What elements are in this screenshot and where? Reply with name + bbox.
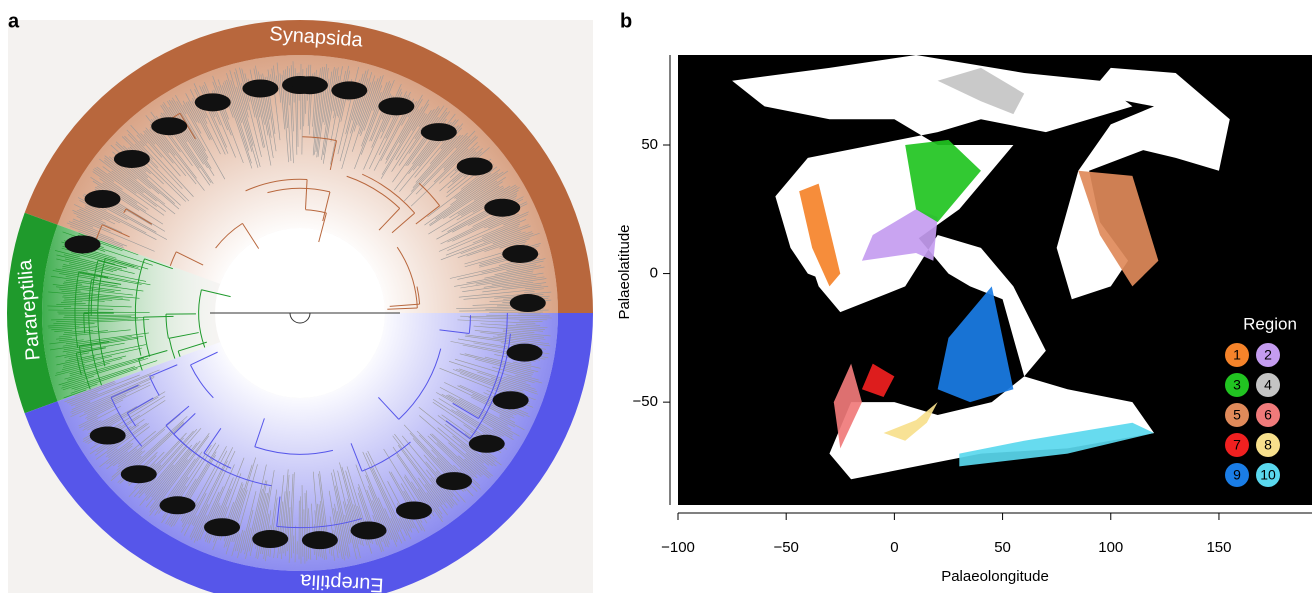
silhouette xyxy=(484,199,520,217)
legend-label: 7 xyxy=(1233,437,1241,453)
silhouette xyxy=(252,530,288,548)
x-axis-label: Palaeolongitude xyxy=(941,568,1049,585)
silhouette xyxy=(421,123,457,141)
legend-label: 3 xyxy=(1233,377,1241,393)
legend-label: 4 xyxy=(1264,377,1272,393)
silhouette xyxy=(121,465,157,483)
y-tick-label: 0 xyxy=(650,265,658,282)
legend-label: 2 xyxy=(1264,347,1272,363)
silhouette xyxy=(457,157,493,175)
legend-label: 6 xyxy=(1264,407,1272,423)
panel-label: a xyxy=(8,10,20,32)
legend-label: 9 xyxy=(1233,467,1241,483)
panel-label: b xyxy=(620,10,632,32)
x-tick-label: 0 xyxy=(890,539,898,556)
legend-label: 5 xyxy=(1233,407,1241,423)
y-axis-label: Palaeolatitude xyxy=(616,224,633,319)
silhouette xyxy=(436,472,472,490)
silhouette xyxy=(507,344,543,362)
silhouette xyxy=(204,518,240,536)
figure: a b SynapsidaParareptiliaEureptilia −100… xyxy=(0,0,1312,593)
silhouette xyxy=(502,245,538,263)
silhouette xyxy=(396,501,432,519)
silhouette xyxy=(493,391,529,409)
legend-label: 10 xyxy=(1260,467,1276,483)
silhouette xyxy=(90,427,126,445)
legend-label: 8 xyxy=(1264,437,1272,453)
silhouette xyxy=(151,117,187,135)
y-tick-label: 50 xyxy=(641,136,658,153)
phylogeny: SynapsidaParareptiliaEureptilia xyxy=(7,20,593,593)
silhouette xyxy=(302,531,338,549)
legend-label: 1 xyxy=(1233,347,1241,363)
y-tick-label: −50 xyxy=(633,393,658,410)
legend-title: Region xyxy=(1243,314,1297,333)
map: −100 −50 0 50 100 150 50 0 −50 Palaeolongitude Pal… xyxy=(616,55,1312,585)
x-tick-label: 150 xyxy=(1206,539,1231,556)
silhouette xyxy=(351,521,387,539)
silhouette xyxy=(292,76,328,94)
x-tick-label: 100 xyxy=(1098,539,1123,556)
x-tick-label: −50 xyxy=(773,539,798,556)
silhouette xyxy=(242,79,278,97)
silhouette xyxy=(469,435,505,453)
silhouette xyxy=(331,81,367,99)
silhouette xyxy=(378,97,414,115)
silhouette xyxy=(159,496,195,514)
silhouette xyxy=(65,235,101,253)
silhouette xyxy=(85,190,121,208)
silhouette xyxy=(195,93,231,111)
x-tick-label: 50 xyxy=(994,539,1011,556)
x-tick-label: −100 xyxy=(661,539,695,556)
silhouette xyxy=(114,150,150,168)
silhouette xyxy=(510,294,546,312)
